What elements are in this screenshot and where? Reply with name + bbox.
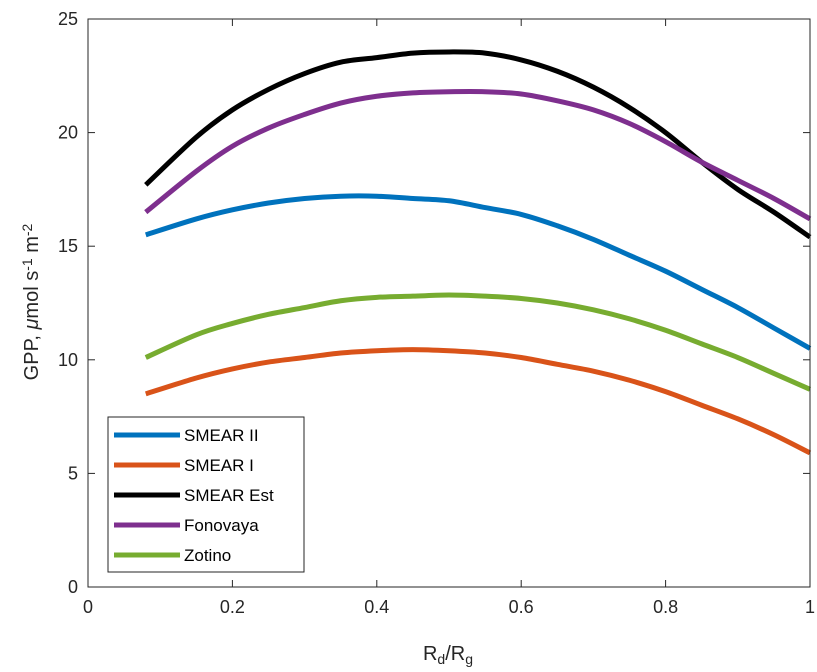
legend: SMEAR II SMEAR I SMEAR Est Fonovaya Zotino <box>107 416 305 573</box>
series-line-zotino <box>144 292 812 392</box>
legend-label-zotino: Zotino <box>184 546 231 565</box>
plot-frame <box>87 18 811 588</box>
series-line-smear-i <box>145 347 812 456</box>
y-tick-label: 15 <box>58 236 78 256</box>
y-tick-label: 20 <box>58 123 78 143</box>
y-axis-label: GPP, μmol s-1 m-2 <box>19 223 43 380</box>
legend-label-fonovaya: Fonovaya <box>184 516 259 535</box>
legend-label-smear-ii: SMEAR II <box>184 426 259 445</box>
y-tick-label: 5 <box>68 463 78 483</box>
legend-label-smear-est: SMEAR Est <box>184 486 274 505</box>
x-axis-label: Rd/Rg <box>423 643 473 667</box>
x-tick-label: 0.8 <box>653 597 678 617</box>
x-tick-label: 0.4 <box>364 597 389 617</box>
y-tick-label: 25 <box>58 9 78 29</box>
x-tick-label: 0 <box>83 597 93 617</box>
x-tick-label: 0.2 <box>220 597 245 617</box>
x-tick-label: 0.6 <box>509 597 534 617</box>
y-tick-label: 0 <box>68 577 78 597</box>
y-tick-label: 10 <box>58 350 78 370</box>
legend-label-smear-i: SMEAR I <box>184 456 254 475</box>
series-lines <box>144 49 812 456</box>
x-tick-label: 1 <box>805 597 815 617</box>
series-line-smear-ii <box>145 193 812 351</box>
series-line-fonovaya <box>144 88 812 222</box>
